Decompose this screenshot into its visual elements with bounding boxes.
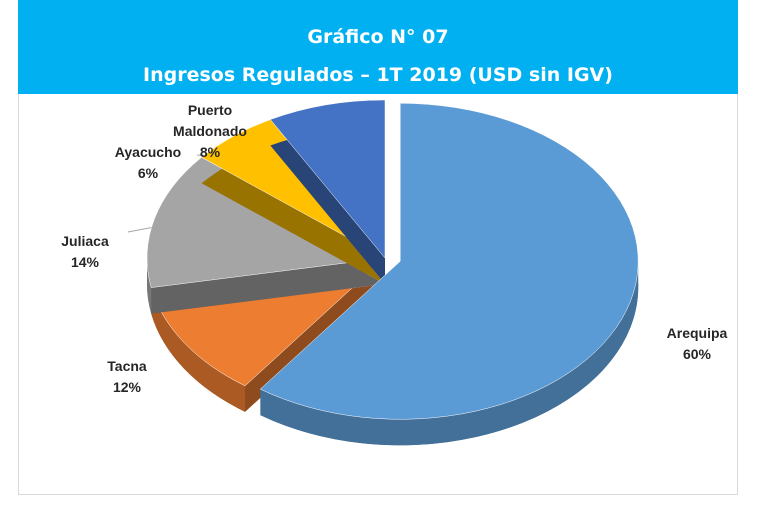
pie-slice — [146, 156, 386, 288]
pie-slice — [259, 103, 639, 420]
value-label: 6% — [137, 165, 159, 181]
category-label: Ayacucho — [114, 144, 182, 160]
pie-side — [151, 287, 246, 412]
category-label: Puerto Maldonado — [173, 102, 247, 139]
data-label: Arequipa 60% — [645, 323, 749, 365]
data-label: Juliaca 14% — [33, 231, 137, 273]
category-label: Tacna — [107, 358, 147, 374]
data-label: Puerto Maldonado 8% — [158, 100, 262, 163]
value-label: 60% — [682, 346, 712, 362]
pie-slice — [269, 99, 386, 259]
data-label: Ayacucho 6% — [96, 142, 200, 184]
value-label: 14% — [70, 254, 100, 270]
plot-frame — [18, 94, 738, 495]
value-label: 8% — [199, 144, 221, 160]
pie-side — [260, 261, 639, 446]
chart-subtitle: Ingresos Regulados – 1T 2019 (USD sin IG… — [143, 64, 613, 86]
header: Gráfico N° 07 Ingresos Regulados – 1T 20… — [18, 0, 738, 94]
value-label: 12% — [112, 379, 142, 395]
category-label: Arequipa — [666, 325, 728, 341]
data-label: Tacna 12% — [75, 356, 179, 398]
chart-title: Gráfico N° 07 — [307, 26, 449, 48]
category-label: Juliaca — [61, 233, 109, 249]
pie-side — [147, 258, 152, 314]
